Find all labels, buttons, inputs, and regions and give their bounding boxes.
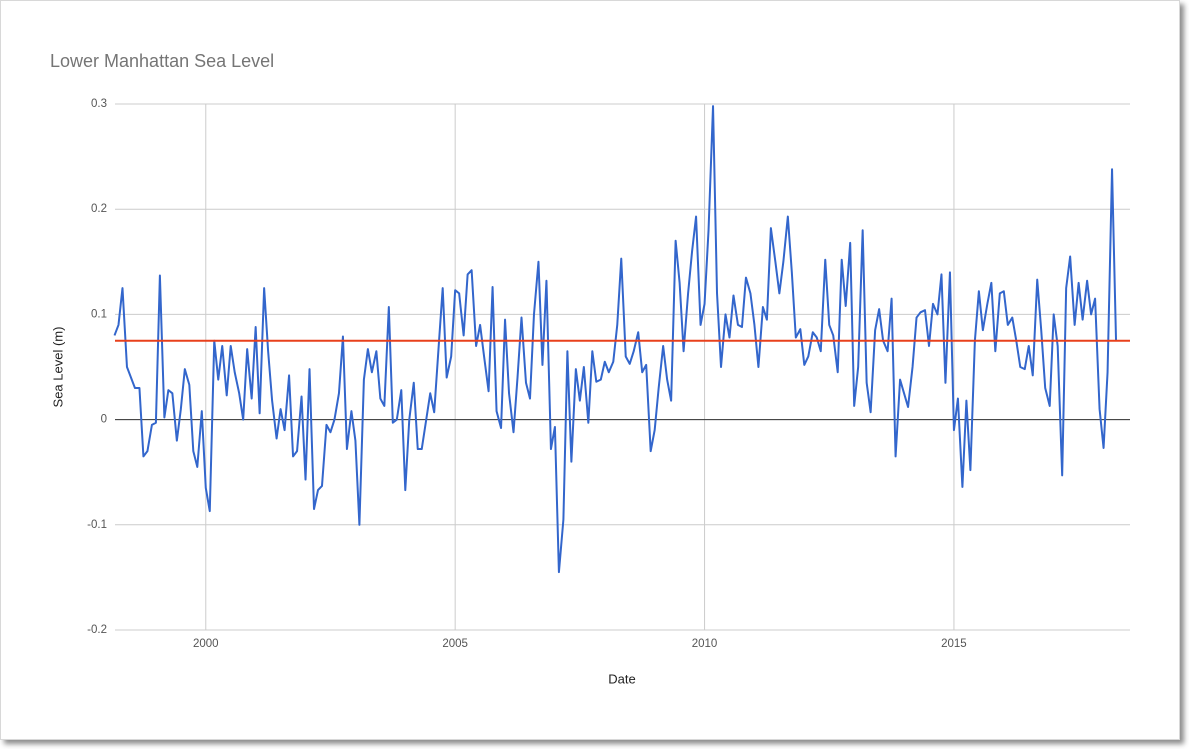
- y-tick-label: -0.1: [87, 519, 107, 531]
- y-tick-label: 0.1: [91, 308, 107, 320]
- y-tick-label: 0.3: [91, 98, 107, 110]
- x-tick-label: 2005: [442, 638, 468, 650]
- x-tick-label: 2010: [692, 638, 718, 650]
- chart-title: Lower Manhattan Sea Level: [50, 51, 274, 71]
- y-tick-label: -0.2: [87, 624, 107, 636]
- x-axis-label: Date: [608, 671, 635, 686]
- y-axis-label: Sea Level (m): [50, 327, 65, 408]
- series-line: [113, 105, 1118, 574]
- y-tick-label: 0: [101, 414, 107, 426]
- x-tick-label: 2015: [941, 638, 967, 650]
- x-tick-label: 2000: [193, 638, 219, 650]
- y-tick-label: 0.2: [91, 203, 107, 215]
